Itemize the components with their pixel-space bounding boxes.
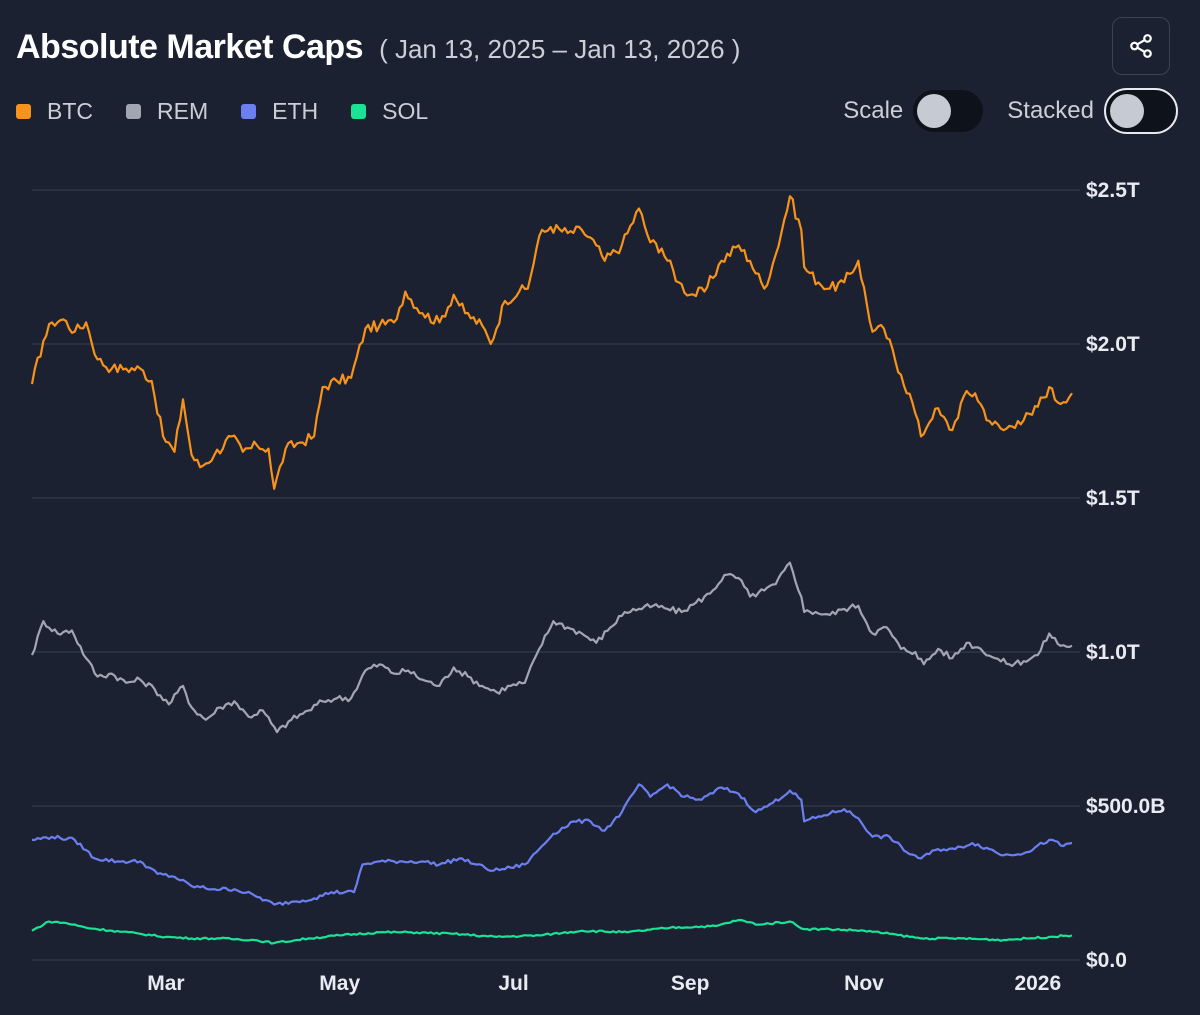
series-line-rem	[30, 561, 1073, 734]
legend-label-btc: BTC	[47, 98, 93, 124]
y-tick-label-2: $1.0T	[1086, 641, 1140, 664]
legend-label-sol: SOL	[382, 98, 429, 124]
legend-swatch-btc	[16, 104, 31, 119]
series-line-eth	[31, 783, 1073, 906]
series-line-btc	[30, 195, 1073, 490]
legend-swatch-sol	[351, 104, 367, 119]
stacked-toggle[interactable]	[1104, 88, 1178, 134]
y-tick-label-1: $500.0B	[1086, 795, 1165, 818]
legend-swatch-rem	[126, 104, 141, 119]
series-line-sol	[31, 918, 1073, 945]
legend-item-btc[interactable]: BTC	[16, 98, 93, 125]
page-title: Absolute Market Caps	[16, 28, 364, 66]
scale-label: Scale	[843, 97, 904, 124]
y-tick-label-0: $0.0	[1086, 949, 1127, 972]
date-range: ( Jan 13, 2025 – Jan 13, 2026 )	[379, 34, 741, 64]
legend-item-eth[interactable]: ETH	[241, 98, 318, 125]
stacked-label: Stacked	[1007, 97, 1094, 124]
legend-label-eth: ETH	[272, 98, 319, 124]
scale-toggle[interactable]	[913, 90, 984, 132]
scale-toggle-knob	[917, 94, 952, 128]
share-button[interactable]	[1112, 17, 1170, 75]
legend-swatch-eth	[241, 104, 257, 119]
x-tick-label-3: Sep	[671, 972, 710, 995]
x-tick-label-0: Mar	[147, 972, 184, 995]
x-tick-label-5: 2026	[1014, 972, 1061, 995]
x-tick-label-2: Jul	[498, 972, 528, 995]
chart-header: Absolute Market Caps ( Jan 13, 2025 – Ja…	[16, 28, 740, 67]
stacked-toggle-knob	[1110, 94, 1144, 128]
y-tick-label-3: $1.5T	[1086, 487, 1140, 510]
y-tick-label-4: $2.0T	[1086, 333, 1140, 356]
x-tick-label-1: May	[319, 972, 360, 995]
share-icon	[1130, 34, 1152, 58]
legend-item-sol[interactable]: SOL	[351, 98, 428, 125]
y-tick-label-5: $2.5T	[1086, 179, 1140, 202]
x-tick-label-4: Nov	[844, 972, 884, 995]
legend: BTC REM ETH SOL	[16, 98, 461, 125]
legend-label-rem: REM	[157, 98, 209, 124]
chart-controls: Scale Stacked	[843, 88, 1178, 134]
legend-item-rem[interactable]: REM	[126, 98, 208, 125]
